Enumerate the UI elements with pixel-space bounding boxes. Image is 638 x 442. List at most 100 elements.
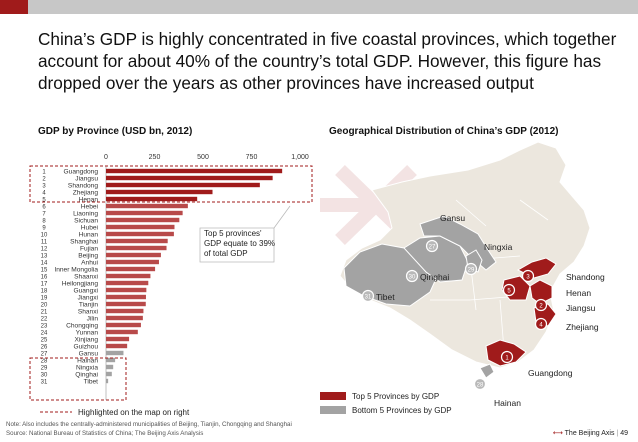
category-label: Hunan [79, 231, 99, 238]
bar [106, 196, 198, 202]
bar [106, 182, 260, 188]
category-label: Fujian [80, 245, 98, 252]
province-label: Guangdong [528, 368, 573, 378]
bar [106, 378, 109, 384]
bottom5-highlight-box [29, 357, 127, 401]
bar [106, 252, 161, 258]
bar [106, 357, 116, 363]
rank-marker [521, 269, 535, 283]
rank-label: 3 [42, 183, 46, 189]
bar [106, 308, 144, 314]
category-label: Hubei [81, 224, 99, 231]
rank-label: 17 [41, 281, 48, 287]
rank-label: 16 [41, 274, 48, 280]
rank-marker [502, 283, 516, 297]
bar [106, 168, 283, 174]
bar [106, 329, 138, 335]
bar [106, 287, 147, 293]
rank-marker-label: 30 [409, 274, 416, 280]
rank-label: 30 [41, 372, 48, 378]
category-label: Liaoning [73, 210, 98, 217]
top5-highlight-box [29, 165, 313, 203]
province-label: Hainan [494, 398, 521, 408]
brand-logo-icon: ⟷ [552, 430, 563, 437]
rank-label: 10 [41, 232, 48, 238]
category-label: Yunnan [76, 329, 99, 336]
rank-label: 18 [41, 288, 48, 294]
legend-bottom5-swatch [320, 406, 346, 414]
rank-marker [534, 298, 548, 312]
rank-label: 1 [42, 169, 46, 175]
rank-marker [361, 289, 375, 303]
top-bar-accent [0, 0, 28, 14]
bar [106, 371, 112, 377]
bar [106, 189, 213, 195]
rank-marker [464, 262, 478, 276]
rank-marker-label: 5 [507, 288, 511, 294]
callout-box [199, 227, 275, 263]
rank-label: 27 [41, 351, 48, 357]
rank-marker-label: 29 [468, 267, 475, 273]
rank-label: 23 [41, 323, 48, 329]
category-label: Inner Mongolia [54, 266, 98, 273]
rank-marker-label: 4 [539, 322, 543, 328]
category-label: Heilongjiang [62, 280, 99, 287]
rank-label: 14 [41, 260, 48, 266]
category-label: Qinghai [75, 371, 98, 378]
category-label: Jiangsu [75, 175, 98, 182]
category-label: Shanxi [78, 308, 99, 315]
rank-marker [500, 350, 514, 364]
rank-label: 7 [42, 211, 46, 217]
category-label: Guangxi [73, 287, 98, 294]
category-label: Jilin [87, 315, 99, 322]
rank-label: 15 [41, 267, 48, 273]
x-tick-label: 750 [246, 154, 258, 161]
bar [106, 259, 159, 265]
category-label: Sichuan [74, 217, 98, 224]
callout-pointer [273, 205, 291, 229]
category-label: Tianjin [79, 301, 99, 308]
province-label: Zhejiang [566, 322, 599, 332]
highlight-note: Highlighted on the map on right [78, 408, 190, 417]
rank-marker-label: 1 [505, 355, 509, 361]
bar [106, 210, 183, 216]
rank-label: 25 [41, 337, 48, 343]
x-tick-label: 500 [197, 154, 209, 161]
province-label: Qinghai [420, 272, 449, 282]
rank-label: 29 [41, 365, 48, 371]
bar [106, 280, 149, 286]
jiangsu-region [529, 279, 553, 305]
bar [106, 273, 151, 279]
bar-chart-title: GDP by Province (USD bn, 2012) [38, 126, 193, 137]
category-label: Henan [79, 196, 99, 203]
bar [106, 301, 146, 307]
brand-footer: ⟷ The Beijing Axis | 49 [553, 429, 628, 437]
legend-top5-swatch [320, 392, 346, 400]
category-label: Shanghai [70, 238, 98, 245]
callout-line-3: of total GDP [204, 249, 248, 258]
rank-label: 8 [42, 218, 46, 224]
category-label: Tibet [84, 378, 99, 385]
category-label: Hebei [81, 203, 99, 210]
bar [106, 322, 141, 328]
page-number: 49 [620, 430, 628, 437]
province-label: Gansu [440, 213, 465, 223]
bar [106, 231, 174, 237]
bar [106, 336, 130, 342]
bar [106, 217, 180, 223]
rank-label: 6 [42, 204, 46, 210]
top-bar [0, 0, 638, 14]
category-label: Guizhou [73, 343, 98, 350]
rank-marker [425, 239, 439, 253]
province-label: Shandong [566, 272, 605, 282]
province-label: Ningxia [484, 242, 513, 252]
brand-name: The Beijing Axis [564, 430, 615, 437]
brand-separator: | [616, 430, 619, 437]
rank-marker-label: 2 [539, 303, 543, 309]
bar [106, 203, 188, 209]
callout-line-2: GDP equate to 39% [204, 239, 275, 248]
category-label: Hainan [77, 357, 98, 364]
category-label: Xinjiang [75, 336, 99, 343]
x-tick-label: 250 [149, 154, 161, 161]
